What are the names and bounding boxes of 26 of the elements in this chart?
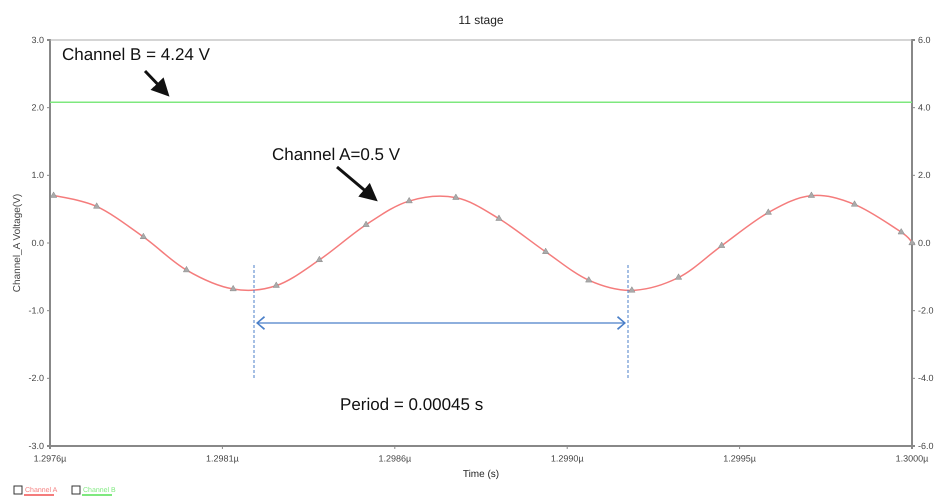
x-axis-title: Time (s) xyxy=(462,469,500,480)
chart-title: 11 stage xyxy=(458,13,504,27)
annotation: Channel A=0.5 V xyxy=(272,145,401,164)
annotation: Period = 0.00045 s xyxy=(340,395,484,414)
y-tick-label: -2.0 xyxy=(28,373,44,384)
y-tick-label: 0.0 xyxy=(31,238,44,248)
annotation: Channel B = 4.24 V xyxy=(62,45,211,64)
x-tick-label: 1.2981µ xyxy=(206,453,239,464)
x-tick-label: 1.2986µ xyxy=(378,453,412,464)
y2-tick-label: 0.0 xyxy=(918,238,931,248)
x-tick-label: 1.3000µ xyxy=(896,453,928,464)
y2-tick-label: -6.0 xyxy=(918,440,934,451)
y2-tick-label: 4.0 xyxy=(918,102,931,113)
y2-tick-label: 6.0 xyxy=(918,34,931,45)
x-tick-label: 1.2990µ xyxy=(550,453,584,464)
y-tick-label: 1.0 xyxy=(31,170,44,180)
y-axis-title: Channel_A Voltage(V) xyxy=(12,194,23,292)
y-tick-label: -3.0 xyxy=(28,440,44,451)
y2-tick-label: -2.0 xyxy=(918,306,934,316)
y-tick-label: 2.0 xyxy=(31,102,44,113)
x-tick-label: 1.2995µ xyxy=(723,453,756,464)
y-tick-label: 3.0 xyxy=(31,34,44,45)
y-tick-label: -1.0 xyxy=(28,306,44,316)
x-tick-label: 1.2976µ xyxy=(34,453,66,464)
y2-tick-label: -4.0 xyxy=(918,373,934,384)
y2-tick-label: 2.0 xyxy=(918,170,931,180)
